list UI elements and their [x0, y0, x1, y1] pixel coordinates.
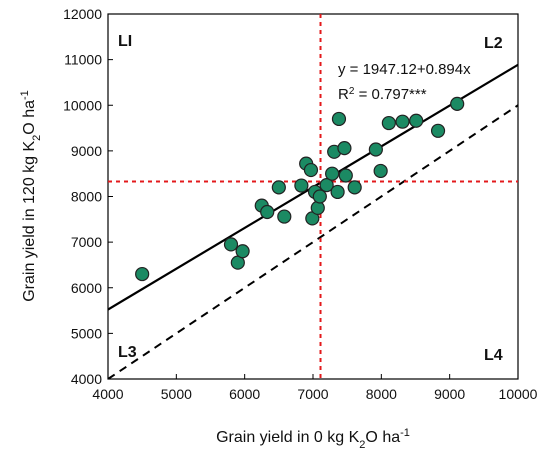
data-point	[409, 113, 424, 128]
x-tick-label: 10000	[499, 386, 538, 402]
ylabel-main: Grain yield in 120 kg K	[21, 140, 38, 301]
r2-rest: = 0.797***	[354, 86, 426, 103]
x-tick-label: 4000	[92, 386, 123, 402]
data-point	[260, 204, 275, 220]
data-point	[294, 178, 309, 193]
data-point	[331, 111, 347, 127]
data-point	[325, 166, 340, 181]
data-point	[450, 96, 465, 111]
regression-equation: y = 1947.12+0.894x	[338, 61, 471, 78]
x-tick-label: 7000	[297, 386, 328, 402]
data-point	[235, 244, 250, 259]
data-point	[319, 177, 334, 193]
ylabel-sup: -1	[19, 90, 31, 100]
data-point	[338, 168, 353, 183]
data-point	[368, 142, 383, 157]
y-tick-label: 6000	[71, 280, 102, 296]
reference-line-1to1	[108, 104, 518, 379]
r2-sup: 2	[349, 86, 355, 97]
quadrant-label-l2: L2	[484, 35, 503, 52]
ylabel-mid: O ha	[21, 100, 38, 135]
r-squared-annotation: R2 = 0.797***	[338, 86, 427, 104]
quadrant-label-l4: L4	[484, 347, 503, 364]
y-tick-label: 7000	[71, 234, 102, 250]
data-point	[381, 115, 396, 131]
y-tick-label: 10000	[63, 97, 102, 113]
y-tick-label: 5000	[71, 325, 102, 341]
y-tick-label: 4000	[71, 371, 102, 387]
xlabel-sup: -1	[400, 427, 410, 439]
quadrant-label-l1: LI	[118, 33, 132, 50]
xlabel-main: Grain yield in 0 kg K	[216, 429, 360, 446]
data-point	[430, 123, 446, 138]
r2-r: R	[338, 86, 349, 103]
x-tick-label: 5000	[161, 386, 192, 402]
y-axis-title: Grain yield in 120 kg K2O ha-1	[19, 90, 43, 302]
x-tick-label: 9000	[434, 386, 465, 402]
ylabel-sub: 2	[31, 135, 43, 141]
y-tick-label: 12000	[63, 6, 102, 22]
data-point	[223, 237, 239, 252]
x-tick-label: 6000	[229, 386, 260, 402]
xlabel-mid: O ha	[365, 429, 400, 446]
data-point	[337, 141, 352, 156]
x-tick-label: 8000	[366, 386, 397, 402]
x-axis-title: Grain yield in 0 kg K2O ha-1	[216, 427, 410, 451]
y-tick-label: 11000	[64, 52, 102, 68]
xlabel-sub: 2	[359, 439, 365, 451]
y-tick-label: 8000	[71, 189, 102, 205]
data-point	[135, 266, 150, 282]
data-point	[395, 114, 410, 129]
data-point	[310, 200, 325, 216]
data-point	[271, 180, 286, 195]
data-point	[347, 180, 362, 195]
data-point	[312, 189, 327, 204]
data-point	[373, 163, 388, 179]
quadrant-label-l3: L3	[118, 344, 137, 361]
data-point	[277, 209, 292, 224]
data-point	[330, 184, 345, 200]
y-tick-label: 9000	[71, 143, 102, 159]
data-point	[303, 162, 319, 178]
